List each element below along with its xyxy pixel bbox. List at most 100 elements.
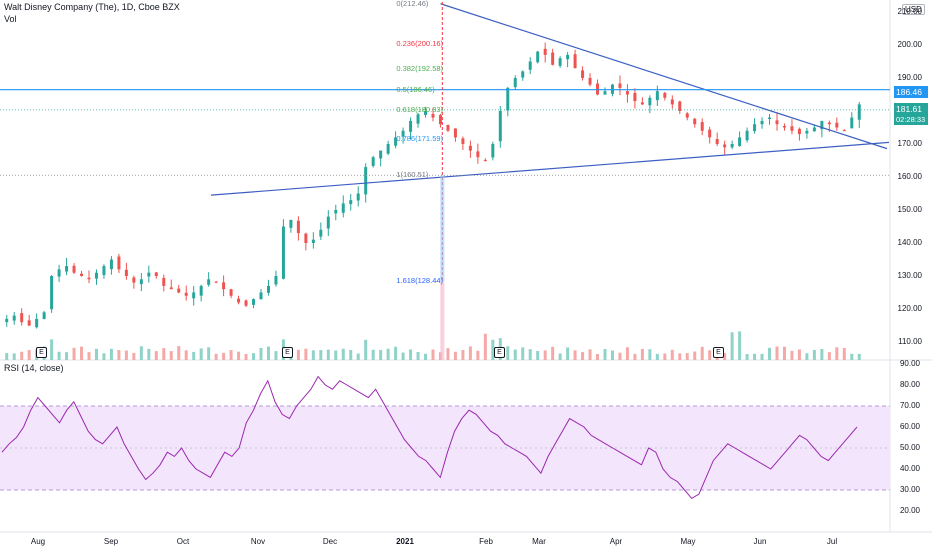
volume-bar (57, 351, 61, 360)
candle-body (192, 292, 196, 299)
candle-body (700, 122, 704, 131)
volume-bar (80, 346, 84, 360)
volume-bar (431, 349, 435, 360)
candle-body (693, 118, 697, 125)
volume-bar (618, 352, 622, 360)
volume-bar (723, 353, 727, 360)
volume-bar (349, 349, 353, 360)
volume-bar (27, 350, 31, 360)
candle-body (371, 157, 375, 166)
volume-bar (453, 351, 457, 360)
fib-level-label: 0.382(192.58) (396, 64, 444, 74)
volume-bar (536, 350, 540, 360)
volume-bar (259, 347, 263, 360)
candle-body (768, 117, 772, 120)
fib-level-label: 0.5(186.46) (396, 84, 435, 94)
volume-bar (693, 351, 697, 360)
candle-body (753, 124, 757, 132)
candle-body (655, 91, 659, 101)
volume-legend[interactable]: Vol (4, 14, 17, 24)
candle-body (207, 279, 211, 285)
volume-bar (700, 346, 704, 360)
volume-bar (648, 349, 652, 360)
candle-body (102, 266, 106, 276)
rsi-tick-label: 80.00 (899, 380, 920, 389)
candle-body (109, 259, 113, 270)
time-tick-label: Dec (322, 537, 338, 546)
volume-bar (446, 348, 450, 360)
candle-body (820, 120, 824, 130)
price-tick-label: 110.00 (898, 337, 922, 346)
volume-bar (50, 339, 54, 360)
volume-bar (506, 346, 510, 360)
time-tick-label: May (680, 537, 696, 546)
candle-body (805, 130, 809, 134)
candle-body (229, 289, 233, 296)
candle-body (483, 159, 487, 161)
volume-bar (184, 350, 188, 360)
volume-bar (805, 353, 809, 360)
earnings-icon[interactable]: E (713, 347, 724, 358)
support-trendline (210, 141, 890, 196)
earnings-icon[interactable]: E (494, 347, 505, 358)
volume-bar (753, 353, 757, 360)
volume-bar (551, 346, 555, 360)
volume-bar (341, 348, 345, 360)
candle-body (708, 129, 712, 138)
volume-bar (244, 353, 248, 360)
time-tick-label: Sep (103, 537, 119, 546)
candle-body (513, 78, 517, 88)
volume-bar (214, 353, 218, 360)
level-price-tag: 186.46 (894, 86, 928, 98)
rsi-legend[interactable]: RSI (14, close) (4, 363, 64, 373)
volume-bar (124, 350, 128, 360)
volume-bar (491, 339, 495, 360)
volume-bar (745, 353, 749, 360)
candle-body (386, 144, 390, 154)
volume-bar (513, 349, 517, 360)
candle-body (453, 128, 457, 138)
candle-body (663, 92, 667, 98)
candle-body (394, 137, 398, 146)
volume-bar (663, 353, 667, 360)
candle-body (244, 300, 248, 306)
volume-bar (72, 347, 76, 360)
candle-body (850, 117, 854, 129)
candle-body (566, 54, 570, 60)
earnings-icon[interactable]: E (282, 347, 293, 358)
candle-body (252, 299, 256, 305)
candle-body (812, 127, 816, 132)
volume-bar (603, 349, 607, 360)
volume-bar (177, 346, 181, 360)
rsi-tick-label: 90.00 (899, 359, 920, 368)
candle-body (50, 276, 54, 310)
earnings-icon[interactable]: E (36, 347, 47, 358)
candle-body (326, 216, 330, 229)
volume-bar (685, 353, 689, 360)
volume-bar (169, 351, 173, 360)
rsi-tick-label: 50.00 (899, 443, 920, 452)
volume-bar (20, 351, 24, 360)
fib-level-label: 1(160.51) (396, 170, 429, 180)
volume-bar (409, 349, 413, 360)
symbol-legend[interactable]: Walt Disney Company (The), 1D, Cboe BZX (4, 2, 180, 12)
volume-bar (304, 348, 308, 360)
currency-badge[interactable]: USD (902, 4, 925, 15)
candle-body (738, 137, 742, 146)
volume-bar (528, 349, 532, 360)
volume-bar (678, 353, 682, 360)
volume-bar (94, 348, 98, 360)
candle-body (281, 226, 285, 279)
candle-body (5, 318, 9, 323)
volume-bar (521, 347, 525, 360)
volume-bar (192, 351, 196, 360)
volume-bar (416, 351, 420, 360)
volume-bar (386, 348, 390, 360)
resistance-trendline (440, 3, 888, 150)
candle-body (35, 318, 39, 328)
volume-bar (266, 346, 270, 360)
price-tick-label: 200.00 (897, 40, 922, 49)
volume-bar (109, 348, 113, 360)
price-tick-label: 160.00 (897, 172, 922, 181)
